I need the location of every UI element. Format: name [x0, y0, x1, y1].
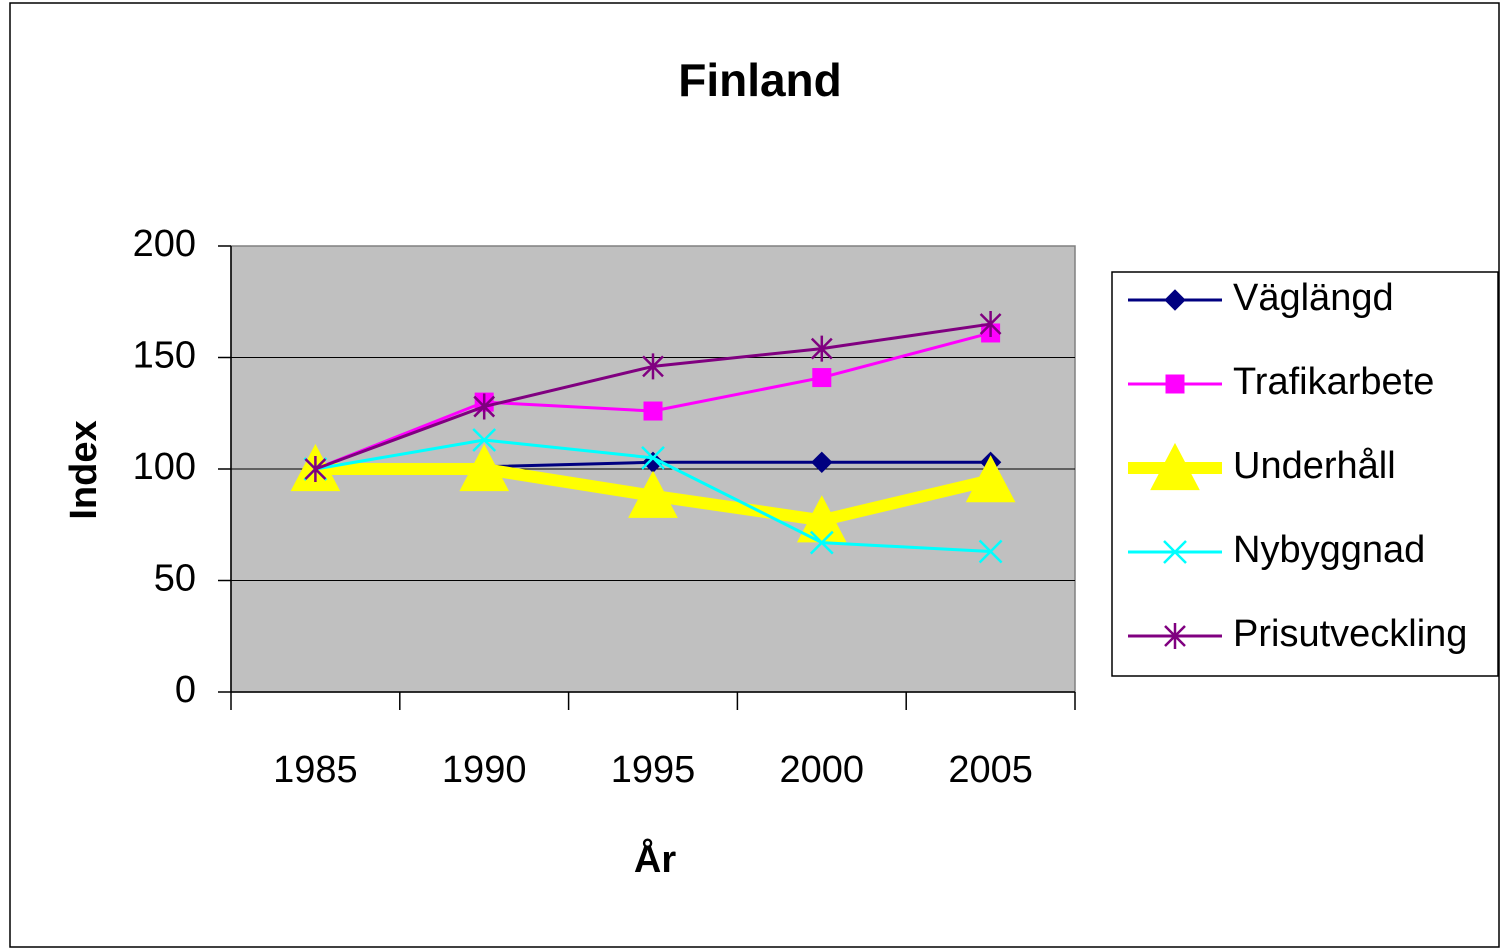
legend-label: Väglängd: [1233, 277, 1394, 319]
legend-label: Nybyggnad: [1233, 529, 1425, 571]
marker: [1165, 374, 1185, 394]
marker: [641, 445, 665, 470]
legend-label: Underhåll: [1233, 445, 1396, 487]
marker: [628, 470, 678, 518]
y-tick-label: 50: [154, 558, 196, 600]
marker: [1150, 442, 1200, 491]
marker: [810, 335, 833, 362]
marker: [811, 451, 833, 474]
x-tick-label: 2005: [948, 749, 1033, 791]
y-tick-label: 0: [175, 669, 196, 711]
marker: [812, 368, 832, 388]
y-tick-label: 150: [133, 335, 196, 377]
x-tick-label: 1985: [273, 749, 358, 791]
y-tick-label: 100: [133, 446, 196, 488]
marker: [472, 428, 497, 452]
legend-label: Trafikarbete: [1233, 361, 1434, 403]
marker: [1163, 540, 1187, 564]
chart-title: Finland: [678, 54, 842, 106]
marker: [979, 311, 1002, 338]
marker: [978, 539, 1003, 564]
marker: [642, 353, 664, 380]
y-tick-label: 200: [133, 223, 196, 265]
marker: [965, 455, 1016, 503]
legend-label: Prisutveckling: [1233, 613, 1467, 655]
marker: [809, 530, 834, 555]
x-tick-label: 1995: [611, 749, 696, 791]
marker: [1164, 623, 1186, 649]
x-tick-label: 1990: [442, 749, 527, 791]
marker: [1164, 289, 1186, 311]
marker: [304, 456, 327, 482]
marker: [473, 393, 496, 420]
marker: [643, 401, 663, 421]
y-axis-label: Index: [63, 420, 105, 519]
x-axis-label: År: [634, 837, 676, 881]
marker: [459, 443, 510, 492]
x-tick-label: 2000: [780, 749, 865, 791]
